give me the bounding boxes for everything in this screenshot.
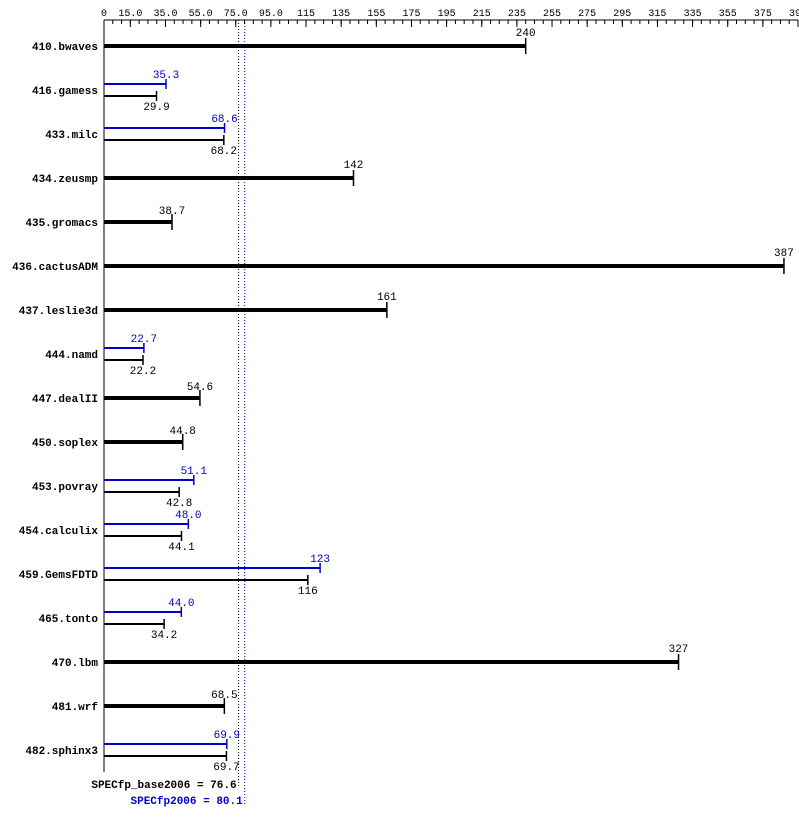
- axis-tick-label: 375: [754, 9, 772, 20]
- base-value-label: 387: [774, 248, 794, 260]
- axis-tick-label: 335: [684, 9, 702, 20]
- peak-value-label: 51.1: [181, 466, 208, 478]
- axis-tick-label: 395: [789, 9, 799, 20]
- benchmark-label: 450.soplex: [32, 438, 98, 450]
- axis-tick-label: 195: [438, 9, 456, 20]
- benchmark-label: 453.povray: [32, 482, 98, 494]
- base-value-label: 44.1: [168, 542, 195, 554]
- benchmark-label: 436.cactusADM: [12, 262, 98, 274]
- benchmark-label: 444.namd: [45, 350, 98, 362]
- peak-value-label: 35.3: [153, 70, 179, 82]
- base-value-label: 68.2: [211, 146, 237, 158]
- axis-tick-label: 15.0: [118, 9, 142, 20]
- base-value-label: 34.2: [151, 630, 177, 642]
- benchmark-label: 433.milc: [45, 130, 98, 142]
- benchmark-label: 447.dealII: [32, 394, 98, 406]
- axis-tick-label: 255: [543, 9, 561, 20]
- benchmark-label: 416.gamess: [32, 86, 98, 98]
- benchmark-label: 434.zeusmp: [32, 174, 98, 186]
- base-value-label: 327: [669, 644, 689, 656]
- benchmark-label: 482.sphinx3: [25, 746, 98, 758]
- peak-value-label: 69.9: [214, 730, 240, 742]
- benchmark-label: 437.leslie3d: [19, 306, 98, 318]
- benchmark-label: 459.GemsFDTD: [19, 570, 99, 582]
- axis-tick-label: 35.0: [153, 9, 177, 20]
- axis-tick-label: 315: [648, 9, 666, 20]
- benchmark-label: 435.gromacs: [25, 218, 98, 230]
- base-value-label: 42.8: [166, 498, 192, 510]
- benchmark-label: 454.calculix: [19, 526, 99, 538]
- base-value-label: 116: [298, 586, 318, 598]
- peak-value-label: 123: [310, 554, 330, 566]
- summary-peak: SPECfp2006 = 80.1: [131, 796, 244, 808]
- base-value-label: 142: [344, 160, 364, 172]
- axis-tick-label: 75.0: [224, 9, 248, 20]
- axis-tick-label: 275: [578, 9, 596, 20]
- base-value-label: 240: [516, 28, 536, 40]
- axis-tick-label: 235: [508, 9, 526, 20]
- axis-tick-label: 355: [719, 9, 737, 20]
- summary-base: SPECfp_base2006 = 76.6: [91, 780, 236, 792]
- axis-tick-label: 295: [613, 9, 631, 20]
- axis-tick-label: 95.0: [259, 9, 283, 20]
- peak-value-label: 68.6: [211, 114, 237, 126]
- benchmark-label: 470.lbm: [52, 658, 99, 670]
- base-value-label: 69.7: [213, 762, 239, 774]
- base-value-label: 161: [377, 292, 397, 304]
- benchmark-label: 410.bwaves: [32, 42, 98, 54]
- chart-svg: 0 15.0 35.0 55.0 75.0 95.0 115 135 155 175 195 215 2…: [0, 0, 799, 831]
- axis-tick-label: 0: [101, 9, 107, 20]
- base-value-label: 29.9: [143, 102, 169, 114]
- spec-chart: 0 15.0 35.0 55.0 75.0 95.0 115 135 155 175 195 215 2…: [0, 0, 799, 831]
- axis-tick-label: 135: [332, 9, 350, 20]
- benchmark-label: 465.tonto: [39, 614, 99, 626]
- axis-tick-label: 155: [367, 9, 385, 20]
- peak-value-label: 48.0: [175, 510, 201, 522]
- axis-tick-label: 115: [297, 9, 315, 20]
- peak-value-label: 44.0: [168, 598, 194, 610]
- peak-value-label: 22.7: [131, 334, 157, 346]
- base-value-label: 22.2: [130, 366, 156, 378]
- base-value-label: 54.6: [187, 382, 213, 394]
- axis-tick-label: 215: [473, 9, 491, 20]
- base-value-label: 44.8: [170, 426, 196, 438]
- base-value-label: 68.5: [211, 690, 237, 702]
- axis-tick-label: 175: [402, 9, 420, 20]
- benchmark-label: 481.wrf: [52, 702, 99, 714]
- axis-tick-label: 55.0: [189, 9, 213, 20]
- base-value-label: 38.7: [159, 206, 185, 218]
